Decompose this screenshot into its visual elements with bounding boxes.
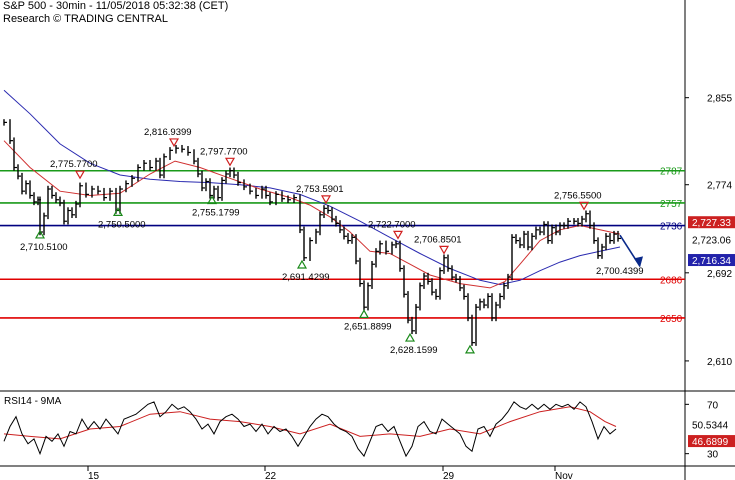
chart-title: S&P 500 - 30min - 11/05/2018 05:32:38 (C… [3, 0, 229, 12]
high-annotation-label: 2,775.7700 [50, 159, 98, 170]
low-annotation-label: 2,710.5100 [20, 242, 68, 253]
x-tick-label: Nov [555, 471, 573, 480]
low-annotation-label: 2,750.5000 [98, 219, 146, 230]
forecast-arrow-head [634, 256, 643, 268]
low-marker [404, 332, 416, 342]
low-marker [358, 309, 370, 319]
level-label-2757: 2757 [660, 199, 683, 210]
rsi-badge-bg [688, 418, 735, 431]
low-annotation-label: 2,628.1599 [390, 345, 438, 356]
price-badge-label: 2,723.06 [692, 236, 731, 247]
level-label-2787: 2787 [660, 167, 683, 178]
low-marker [206, 195, 218, 205]
level-label-2736: 2736 [660, 222, 683, 233]
high-annotation-label: 2,706.8501 [414, 234, 462, 245]
rsi-y-tick-label: 30 [707, 450, 719, 461]
high-annotation-label: 2,722.7000 [368, 219, 416, 230]
low-annotation-label: 2,691.4299 [282, 272, 330, 283]
price-badge-bg [688, 216, 735, 229]
high-marker [320, 195, 332, 205]
price-y-tick-label: 2,610 [707, 357, 732, 368]
high-marker [74, 170, 86, 180]
x-tick-label: 29 [443, 471, 455, 480]
rsi-badge-label: 50.5344 [692, 420, 729, 431]
x-tick-label: 15 [88, 471, 100, 480]
rsi-y-tick-label: 70 [707, 400, 719, 411]
x-tick-label: 22 [265, 471, 277, 480]
level-label-2686: 2686 [660, 275, 683, 286]
rsi-badge-label: 46.6899 [692, 437, 729, 448]
high-marker [168, 138, 180, 148]
research-credit: Research © TRADING CENTRAL [3, 13, 168, 25]
low-marker [296, 259, 308, 269]
rsi-line [3, 401, 617, 458]
price-badge-label: 2,716.34 [692, 256, 731, 267]
high-marker [438, 245, 450, 255]
rsi-title: RSI14 - 9MA [4, 396, 62, 407]
price-y-tick-label: 2,774 [707, 181, 732, 192]
low-annotation-label: 2,651.8899 [344, 321, 392, 332]
price-badge-label: 2,727.33 [692, 218, 731, 229]
high-annotation-label: 2,756.5500 [554, 190, 602, 201]
high-marker [578, 201, 590, 211]
price-y-tick-label: 2,855 [707, 94, 732, 105]
price-badge-bg [688, 254, 735, 267]
high-annotation-label: 2,816.9399 [144, 127, 192, 138]
rsi-badge-bg [688, 435, 735, 448]
price-y-tick-label: 2,692 [707, 269, 732, 280]
low-marker [112, 207, 124, 216]
high-annotation-label: 2,797.7700 [200, 146, 248, 157]
price-badge-bg [688, 233, 735, 246]
high-marker [224, 157, 236, 167]
low-marker [34, 229, 46, 239]
low-marker [464, 344, 476, 354]
level-label-2650: 2650 [660, 314, 683, 325]
high-marker [392, 230, 404, 240]
ma-long-line [3, 89, 621, 286]
rsi-ma-line [3, 406, 617, 440]
high-annotation-label: 2,753.5901 [296, 184, 344, 195]
low-annotation-label: 2,755.1799 [192, 208, 240, 219]
price-bars [3, 119, 621, 346]
forecast-annotation-label: 2,700.4399 [596, 266, 644, 277]
ma-short-line [3, 140, 621, 289]
